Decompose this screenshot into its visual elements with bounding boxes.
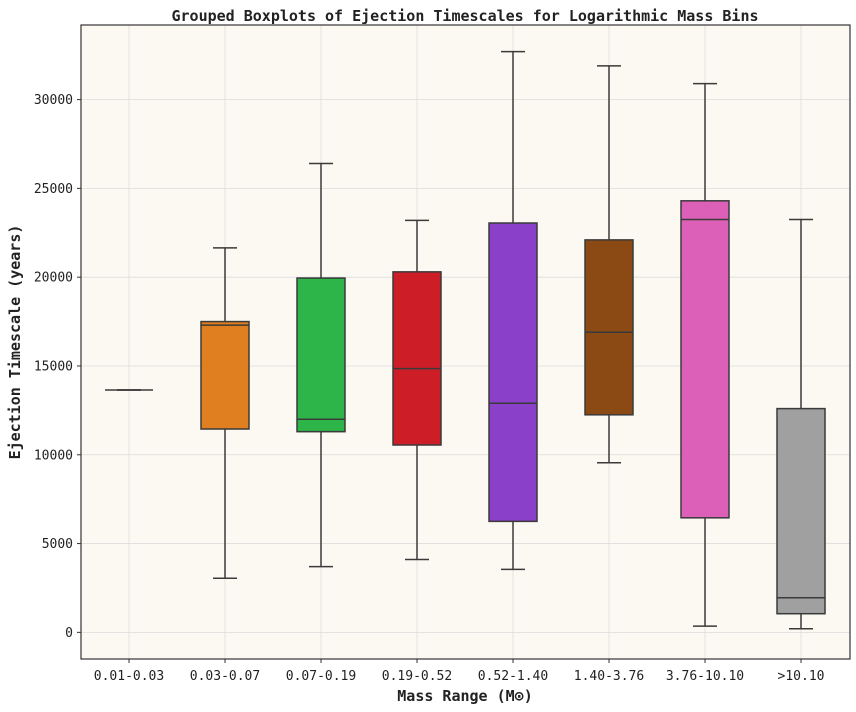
y-tick-label: 5000 (42, 537, 73, 552)
box-body (584, 239, 634, 416)
y-tick-label: 20000 (34, 271, 73, 286)
x-tick-label: 0.19-0.52 (382, 669, 452, 684)
plot-frame (80, 24, 851, 660)
x-tick-label: 0.07-0.19 (286, 669, 356, 684)
box-body (488, 222, 538, 523)
y-tick-label: 25000 (34, 182, 73, 197)
box-0.07-0.19 (296, 162, 346, 568)
y-tick-label: 0 (65, 626, 73, 641)
x-axis-label: Mass Range (M⊙) (397, 687, 532, 705)
plot-background (81, 25, 850, 659)
box-0.52-1.40 (488, 50, 538, 571)
box-series (105, 50, 826, 630)
box-body (200, 320, 250, 430)
box-1.40-3.76 (584, 65, 634, 464)
x-tick-label: 1.40-3.76 (574, 669, 644, 684)
box-3.76-10.10 (680, 82, 730, 627)
box-0.03-0.07 (200, 247, 250, 579)
x-tick-label: 0.52-1.40 (478, 669, 548, 684)
x-tick-label: 0.01-0.03 (94, 669, 164, 684)
box-body (296, 277, 346, 433)
box-body (776, 407, 826, 615)
y-tick-label: 10000 (34, 448, 73, 463)
y-tick-label: 30000 (34, 93, 73, 108)
x-tick-label: 0.03-0.07 (190, 669, 260, 684)
axis-ticks: 0 5000 10000 15000 20000 25000 30000 0.01-0.03 0… (34, 93, 825, 684)
y-axis-label: Ejection Timescale (years) (6, 225, 24, 460)
box-0.19-0.52 (392, 219, 442, 561)
box-body (392, 271, 442, 446)
x-tick-label: 3.76-10.10 (666, 669, 744, 684)
box-body (680, 200, 730, 519)
box->10.10 (776, 218, 826, 630)
chart-title: Grouped Boxplots of Ejection Timescales … (172, 7, 759, 25)
x-tick-label: >10.10 (778, 669, 825, 684)
y-tick-label: 15000 (34, 359, 73, 374)
